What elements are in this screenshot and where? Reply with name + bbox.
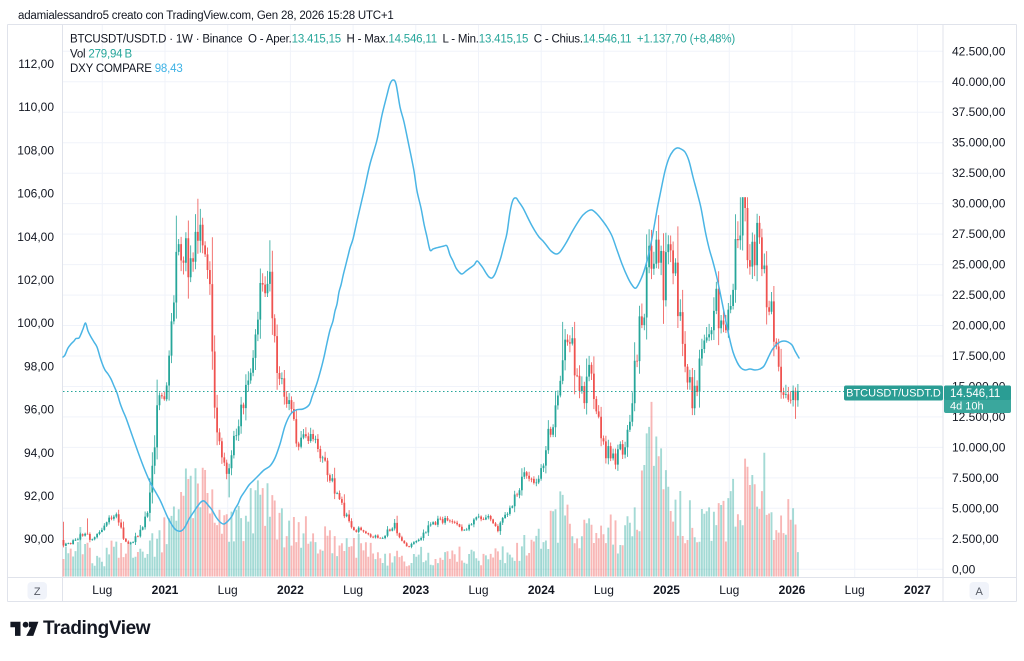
svg-text:2026: 2026 [779, 583, 806, 597]
svg-text:A: A [976, 586, 984, 598]
svg-text:92,00: 92,00 [24, 489, 54, 503]
svg-text:10.000,00: 10.000,00 [952, 440, 1006, 454]
svg-text:Lug: Lug [92, 583, 112, 597]
svg-text:37.500,00: 37.500,00 [952, 105, 1006, 119]
svg-text:4d 10h: 4d 10h [950, 401, 984, 413]
svg-text:27.500,00: 27.500,00 [952, 227, 1006, 241]
svg-text:5.000,00: 5.000,00 [952, 501, 999, 515]
svg-text:Lug: Lug [594, 583, 614, 597]
svg-text:42.500,00: 42.500,00 [952, 44, 1006, 58]
svg-text:17.500,00: 17.500,00 [952, 349, 1006, 363]
svg-text:32.500,00: 32.500,00 [952, 166, 1006, 180]
svg-text:2025: 2025 [653, 583, 680, 597]
svg-text:106,00: 106,00 [17, 187, 54, 201]
svg-text:90,00: 90,00 [24, 532, 54, 546]
svg-text:Lug: Lug [343, 583, 363, 597]
svg-text:25.000,00: 25.000,00 [952, 258, 1006, 272]
svg-text:2021: 2021 [152, 583, 179, 597]
svg-text:98,00: 98,00 [24, 359, 54, 373]
svg-text:TradingView: TradingView [43, 618, 151, 639]
svg-text:30.000,00: 30.000,00 [952, 197, 1006, 211]
svg-text:2027: 2027 [904, 583, 931, 597]
svg-text:22.500,00: 22.500,00 [952, 288, 1006, 302]
svg-text:110,00: 110,00 [18, 100, 54, 114]
svg-text:104,00: 104,00 [17, 230, 54, 244]
svg-text:40.000,00: 40.000,00 [952, 75, 1006, 89]
svg-text:7.500,00: 7.500,00 [952, 471, 999, 485]
svg-text:Lug: Lug [719, 583, 739, 597]
svg-text:BTCUSDT/USDT.D: BTCUSDT/USDT.D [846, 388, 941, 400]
svg-text:102,00: 102,00 [17, 273, 54, 287]
svg-text:35.000,00: 35.000,00 [952, 136, 1006, 150]
svg-text:2023: 2023 [402, 583, 429, 597]
svg-text:BTCUSDT/USDT.D · 1W · Binance: BTCUSDT/USDT.D · 1W · Binance O - Aper.1… [70, 34, 735, 46]
svg-text:0,00: 0,00 [952, 562, 976, 576]
svg-text:112,00: 112,00 [18, 57, 54, 71]
svg-text:20.000,00: 20.000,00 [952, 319, 1006, 333]
svg-text:Lug: Lug [468, 583, 488, 597]
svg-text:Lug: Lug [218, 583, 238, 597]
svg-text:2.500,00: 2.500,00 [952, 532, 999, 546]
svg-text:96,00: 96,00 [24, 403, 54, 417]
svg-text:2022: 2022 [277, 583, 304, 597]
svg-text:DXY COMPARE 98,43: DXY COMPARE 98,43 [70, 63, 183, 75]
svg-text:Vol 279,94 B: Vol 279,94 B [70, 49, 132, 61]
svg-text:14.546,11: 14.546,11 [950, 388, 1000, 400]
svg-text:Z: Z [34, 586, 41, 598]
svg-text:12.500,00: 12.500,00 [952, 410, 1006, 424]
svg-text:94,00: 94,00 [24, 446, 54, 460]
svg-text:Lug: Lug [845, 583, 865, 597]
svg-text:adamialessandro5 creato con Tr: adamialessandro5 creato con TradingView.… [18, 10, 394, 22]
svg-text:108,00: 108,00 [17, 143, 54, 157]
svg-text:2024: 2024 [528, 583, 555, 597]
svg-text:100,00: 100,00 [17, 316, 54, 330]
